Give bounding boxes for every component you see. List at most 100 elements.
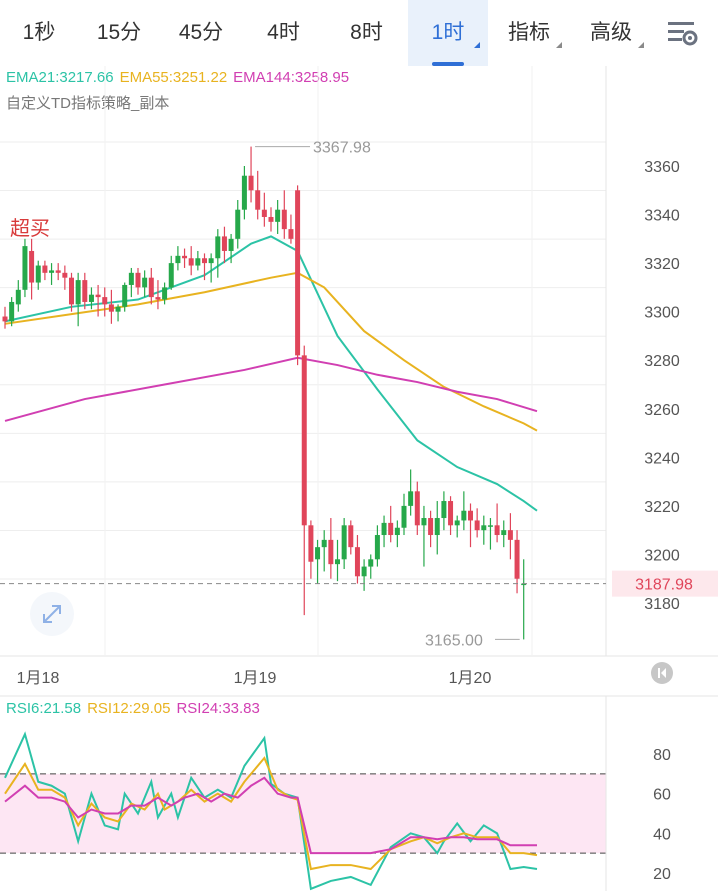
tab-2[interactable]: 45分 [160, 0, 242, 66]
candle-body [135, 272, 141, 288]
tab-label: 4时 [267, 21, 300, 44]
current-price-badge [612, 570, 718, 597]
tab-7[interactable]: 高级 [570, 0, 652, 66]
candle-body [75, 280, 81, 305]
tab-3[interactable]: 4时 [242, 0, 325, 66]
candle-body [15, 289, 21, 305]
strategy-label: 自定义TD指标策略_副本 [6, 95, 170, 112]
candle-body [281, 209, 287, 230]
candle-body [202, 258, 207, 264]
candle-body [368, 559, 374, 567]
tab-label: 高级 [590, 21, 632, 44]
ema144-line [4, 356, 538, 422]
rsi-tick-label: 40 [653, 826, 671, 843]
ema-legend: EMA21:3217.66 EMA55:3251.22 EMA144:3258.95 [6, 69, 355, 86]
candle-body [49, 270, 55, 273]
candle-body [29, 250, 35, 283]
rsi-legend: RSI6:21.58 RSI12:29.05 RSI24:33.83 [6, 700, 266, 717]
candle-body [241, 175, 247, 210]
price-tick-label: 3280 [644, 353, 680, 370]
candle-body [434, 518, 440, 536]
candle-body [261, 209, 267, 217]
price-tick-label: 3200 [644, 547, 680, 564]
ema-legend-item: EMA55:3251.22 [119, 69, 228, 86]
candle-body [421, 518, 427, 526]
date-tick-label: 1月20 [449, 670, 492, 687]
active-tab-indicator [432, 62, 464, 66]
expand-arrows-icon [43, 605, 61, 623]
candle-body [507, 530, 513, 540]
rsi-legend-item: RSI12:29.05 [87, 700, 171, 717]
chart-settings-button[interactable] [660, 14, 704, 54]
candle-body [221, 236, 227, 251]
candle-body [115, 306, 121, 312]
candle-body [275, 209, 281, 222]
tab-1[interactable]: 15分 [78, 0, 160, 66]
candle-body [69, 277, 74, 305]
candle-body [381, 522, 387, 536]
candle-body [95, 294, 101, 298]
tab-label: 1时 [431, 21, 465, 44]
candle-body [414, 491, 420, 526]
candle-body [394, 527, 400, 536]
overbought-signal-label: 超买 [10, 218, 50, 240]
price-tick-label: 3180 [644, 596, 680, 613]
candle-body [295, 190, 301, 356]
candle-body [328, 539, 334, 565]
candle-body [335, 559, 340, 565]
candle-body [35, 265, 41, 283]
candle-body [195, 258, 201, 266]
scroll-to-latest-button[interactable] [651, 662, 673, 684]
candle-body [9, 301, 15, 322]
candle-body [2, 316, 8, 322]
candle-body [494, 525, 500, 536]
rsi-tick-label: 80 [653, 747, 671, 764]
dropdown-caret-icon [556, 42, 562, 48]
tab-6[interactable]: 指标 [488, 0, 570, 66]
candle-body [175, 255, 181, 264]
tab-5[interactable]: 1时 [408, 0, 488, 66]
candle-body [354, 547, 360, 577]
candle-body [235, 209, 241, 239]
date-tick-label: 1月19 [234, 670, 277, 687]
candle-body [474, 520, 480, 531]
candle-body [288, 229, 294, 239]
tab-0[interactable]: 1秒 [0, 0, 78, 66]
fullscreen-button[interactable] [30, 592, 74, 636]
candle-body [182, 255, 188, 259]
candle-body [108, 304, 114, 312]
rsi-legend-item: RSI6:21.58 [6, 700, 82, 717]
current-price-label: 3187.98 [635, 577, 693, 594]
price-tick-label: 3220 [644, 499, 680, 516]
price-tick-label: 3340 [644, 208, 680, 225]
candle-body [208, 258, 214, 264]
candle-body [448, 501, 454, 526]
rsi-legend-item: RSI24:33.83 [176, 700, 260, 717]
tab-label: 1秒 [22, 21, 56, 44]
candle-body [88, 294, 94, 302]
high-price-label: 3367.98 [313, 140, 371, 157]
candle-body [162, 287, 168, 300]
candle-body [155, 297, 161, 300]
tab-label: 45分 [178, 21, 224, 44]
candle-body [461, 510, 467, 521]
ema55-line [4, 271, 538, 432]
candle-body [361, 566, 367, 577]
tab-4[interactable]: 8时 [325, 0, 408, 66]
candle-body [514, 539, 520, 579]
candle-body [348, 525, 354, 548]
rsi24-line [4, 776, 537, 855]
candle-body [301, 355, 307, 526]
candle-body [168, 263, 174, 288]
tab-label: 8时 [350, 21, 383, 44]
candle-body [315, 547, 321, 560]
rsi-tick-label: 20 [653, 866, 671, 883]
candle-body [468, 510, 473, 521]
candle-body [321, 539, 327, 548]
candle-body [454, 520, 460, 526]
ema-legend-item: EMA144:3258.95 [233, 69, 350, 86]
candle-body [62, 272, 68, 278]
dropdown-caret-icon [638, 42, 644, 48]
ema-legend-item: EMA21:3217.66 [6, 69, 114, 86]
